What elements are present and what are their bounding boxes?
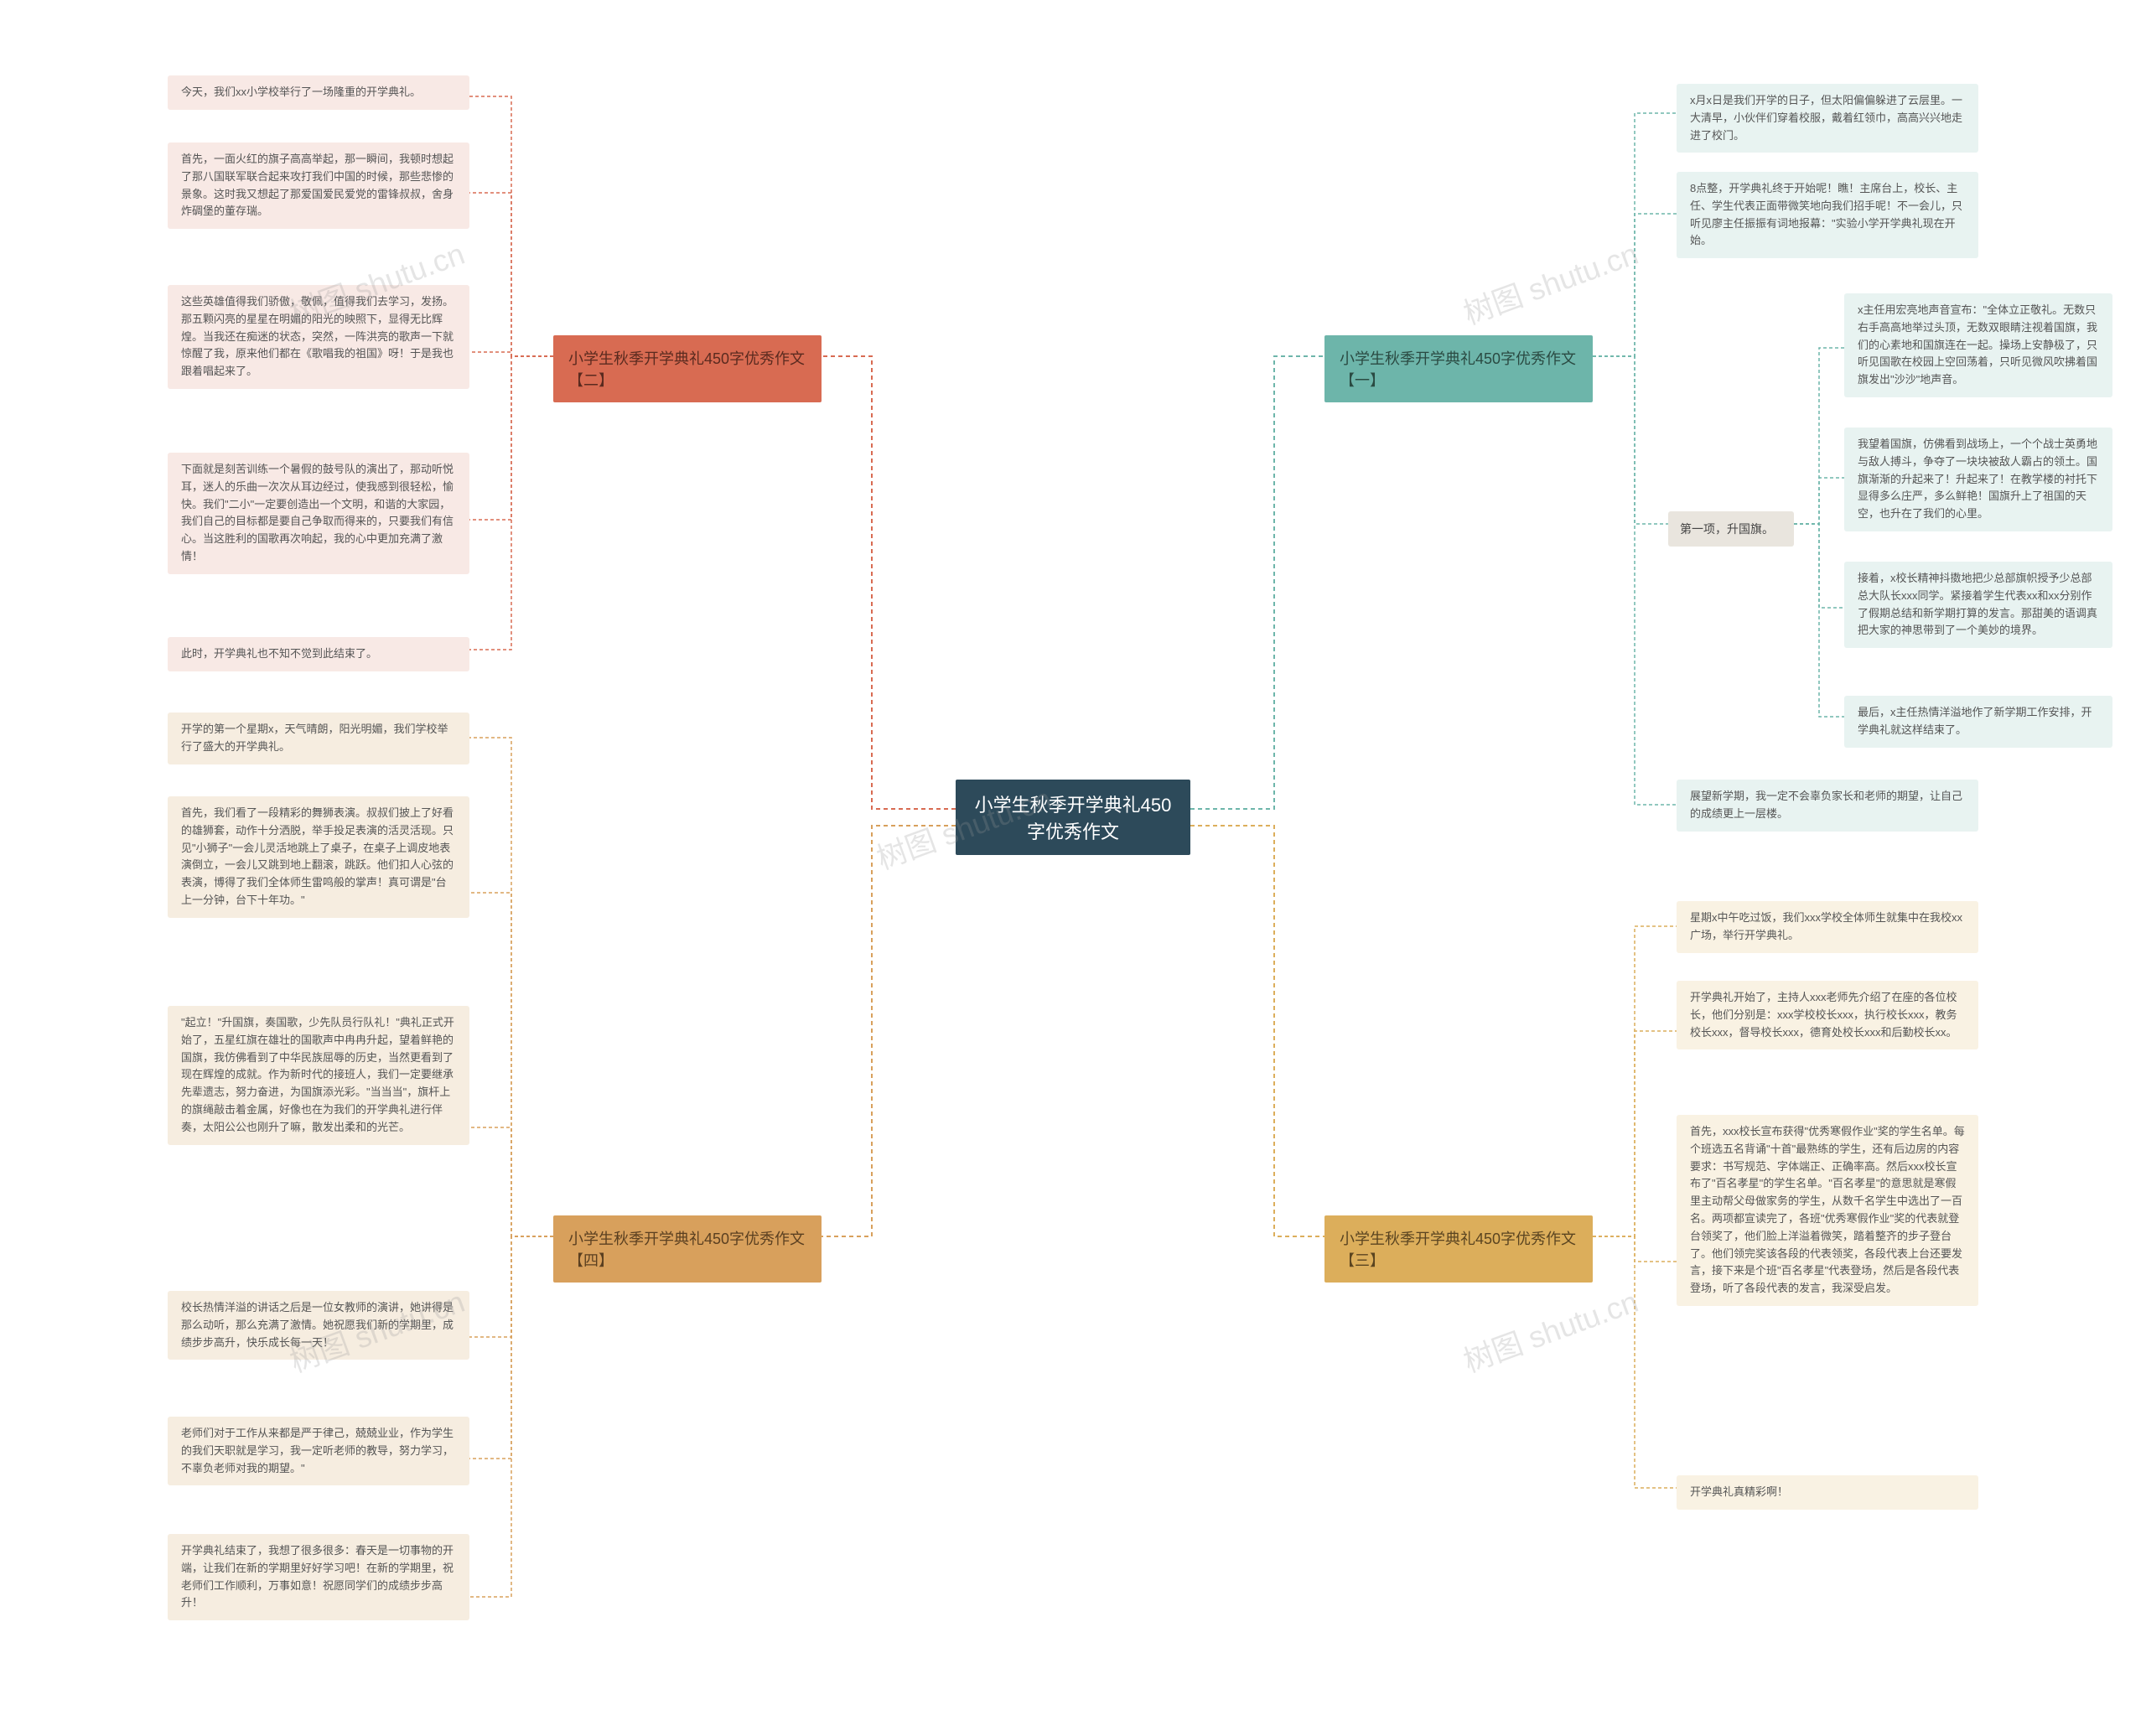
branch-one-sub-child: x主任用宏亮地声音宣布："全体立正敬礼。无数只右手高高地举过头顶，无数双眼睛注视…: [1844, 293, 2112, 397]
branch-one-footer: 展望新学期，我一定不会辜负家长和老师的期望，让自己的成绩更上一层楼。: [1677, 780, 1978, 832]
branch-two-child: 此时，开学典礼也不知不觉到此结束了。: [168, 637, 469, 671]
branch-two: 小学生秋季开学典礼450字优秀作文【二】: [553, 335, 822, 402]
branch-two-child: 今天，我们xx小学校举行了一场隆重的开学典礼。: [168, 75, 469, 110]
branch-three-child: 首先，xxx校长宣布获得"优秀寒假作业"奖的学生名单。每个班选五名背诵"十首"最…: [1677, 1115, 1978, 1306]
branch-four-child: 开学的第一个星期x，天气晴朗，阳光明媚，我们学校举行了盛大的开学典礼。: [168, 713, 469, 764]
watermark: 树图 shutu.cn: [1457, 230, 1644, 333]
branch-one-sub-child: 接着，x校长精神抖擞地把少总部旗帜授予少总部总大队长xxx同学。紧接着学生代表x…: [1844, 562, 2112, 648]
branch-one-child: x月x日是我们开学的日子，但太阳偏偏躲进了云层里。一大清早，小伙伴们穿着校服，戴…: [1677, 84, 1978, 153]
branch-four-child: "起立！"升国旗，奏国歌，少先队员行队礼！"典礼正式开始了，五星红旗在雄壮的国歌…: [168, 1006, 469, 1145]
branch-two-child: 首先，一面火红的旗子高高举起，那一瞬间，我顿时想起了那八国联军联合起来攻打我们中…: [168, 143, 469, 229]
branch-one-sub-child: 最后，x主任热情洋溢地作了新学期工作安排，开学典礼就这样结束了。: [1844, 696, 2112, 748]
branch-one-sub: 第一项，升国旗。: [1668, 511, 1794, 547]
branch-one-child: 8点整，开学典礼终于开始呢！瞧！主席台上，校长、主任、学生代表正面带微笑地向我们…: [1677, 172, 1978, 258]
watermark: 树图 shutu.cn: [1457, 1277, 1644, 1381]
branch-four: 小学生秋季开学典礼450字优秀作文【四】: [553, 1215, 822, 1283]
branch-one-sub-child: 我望着国旗，仿佛看到战场上，一个个战士英勇地与敌人搏斗，争夺了一块块被敌人霸占的…: [1844, 428, 2112, 531]
branch-four-child: 老师们对于工作从来都是严于律己，兢兢业业，作为学生的我们天职就是学习，我一定听老…: [168, 1417, 469, 1485]
branch-three: 小学生秋季开学典礼450字优秀作文【三】: [1324, 1215, 1593, 1283]
center-node: 小学生秋季开学典礼450字优秀作文: [956, 780, 1190, 855]
branch-four-child: 开学典礼结束了，我想了很多很多：春天是一切事物的开端，让我们在新的学期里好好学习…: [168, 1534, 469, 1620]
branch-three-child: 开学典礼真精彩啊！: [1677, 1475, 1978, 1510]
branch-three-child: 星期x中午吃过饭，我们xxx学校全体师生就集中在我校xx广场，举行开学典礼。: [1677, 901, 1978, 953]
branch-three-child: 开学典礼开始了，主持人xxx老师先介绍了在座的各位校长，他们分别是：xxx学校校…: [1677, 981, 1978, 1049]
branch-two-child: 下面就是刻苦训练一个暑假的鼓号队的演出了，那动听悦耳，迷人的乐曲一次次从耳边经过…: [168, 453, 469, 574]
branch-two-child: 这些英雄值得我们骄傲，敬佩，值得我们去学习，发扬。那五颗闪亮的星星在明媚的阳光的…: [168, 285, 469, 389]
branch-one: 小学生秋季开学典礼450字优秀作文【一】: [1324, 335, 1593, 402]
branch-four-child: 首先，我们看了一段精彩的舞狮表演。叔叔们披上了好看的雄狮套，动作十分洒脱，举手投…: [168, 796, 469, 918]
branch-four-child: 校长热情洋溢的讲话之后是一位女教师的演讲，她讲得是那么动听，那么充满了激情。她祝…: [168, 1291, 469, 1360]
